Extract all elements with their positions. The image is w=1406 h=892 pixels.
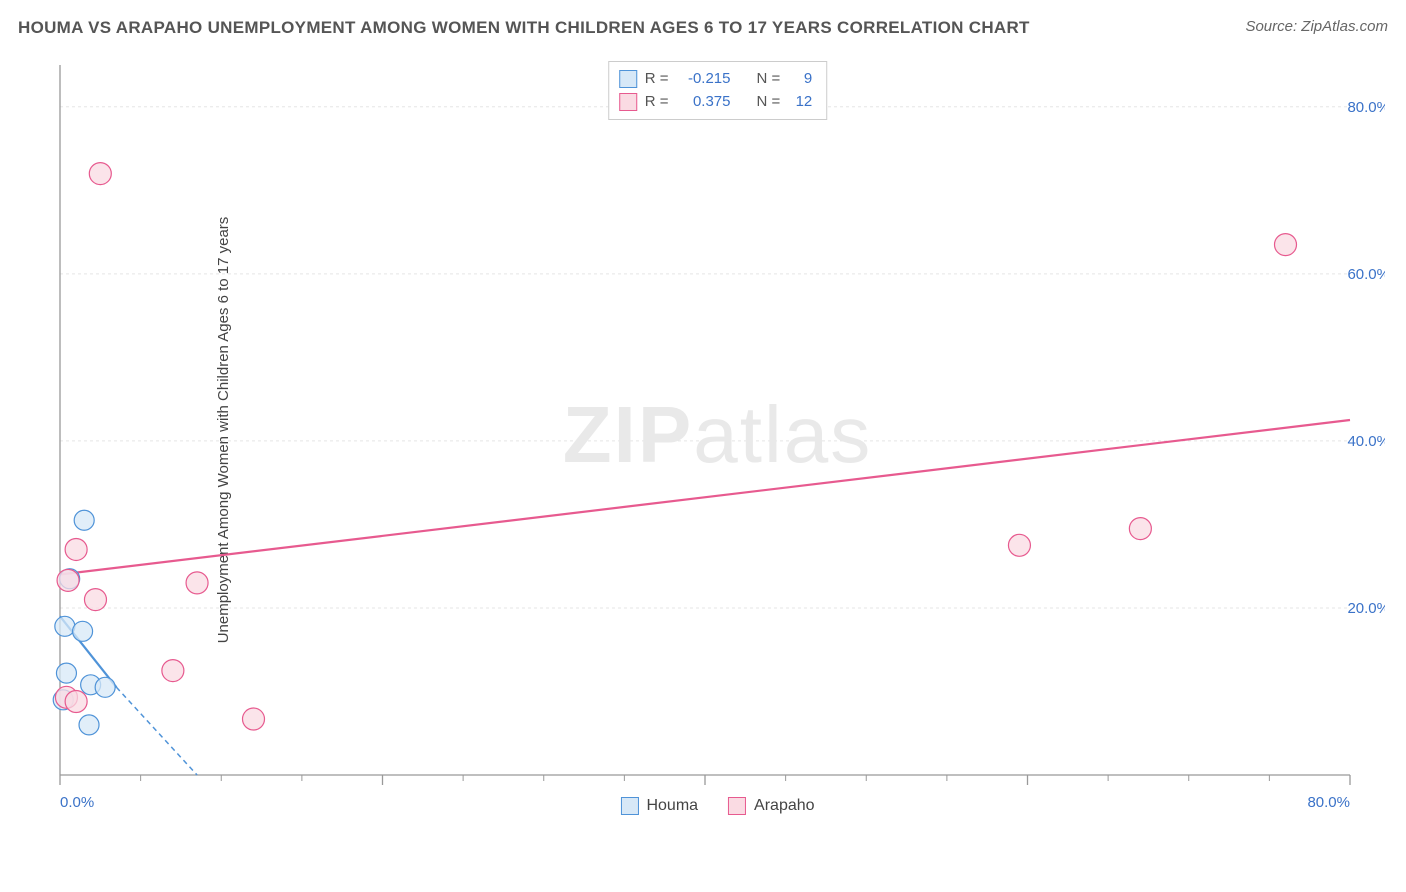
legend-swatch: [728, 797, 746, 815]
svg-text:0.0%: 0.0%: [60, 794, 94, 811]
legend-swatch: [620, 797, 638, 815]
chart-title: HOUMA VS ARAPAHO UNEMPLOYMENT AMONG WOME…: [18, 18, 1030, 38]
legend-item: Arapaho: [728, 797, 815, 815]
header: HOUMA VS ARAPAHO UNEMPLOYMENT AMONG WOME…: [18, 18, 1388, 38]
svg-text:80.0%: 80.0%: [1347, 99, 1385, 116]
series-swatch: [619, 70, 637, 88]
chart-source: Source: ZipAtlas.com: [1245, 18, 1388, 35]
correlation-row: R =0.375N =12: [619, 91, 813, 114]
correlation-box: R =-0.215N =9R =0.375N =12: [608, 61, 828, 120]
svg-text:40.0%: 40.0%: [1347, 433, 1385, 450]
scatter-plot: 0.0% 80.0% 20.0% 40.0% 60.0% 80.0%: [50, 55, 1385, 815]
series-swatch: [619, 93, 637, 111]
svg-text:60.0%: 60.0%: [1347, 266, 1385, 283]
correlation-row: R =-0.215N =9: [619, 68, 813, 91]
chart-area: ZIPatlas 0.0%80.0%20.0%40.0%60.0%80.0% R…: [50, 55, 1385, 815]
legend: Houma Arapaho: [620, 797, 814, 815]
svg-text:20.0%: 20.0%: [1347, 600, 1385, 617]
svg-text:80.0%: 80.0%: [1307, 794, 1350, 811]
legend-label: Arapaho: [754, 797, 815, 815]
legend-label: Houma: [646, 797, 698, 815]
legend-item: Houma: [620, 797, 698, 815]
